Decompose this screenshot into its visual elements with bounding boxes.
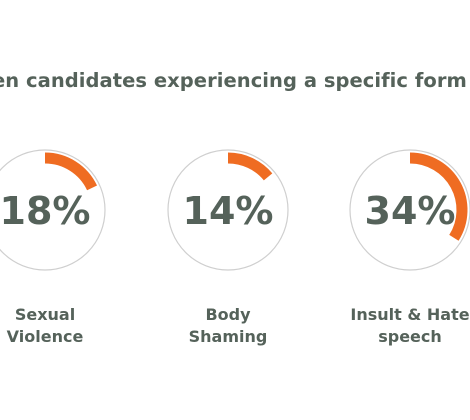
gauge-0-label-line-1: Sexual — [14, 305, 76, 324]
gauge-1-label: Body Shaming — [153, 304, 303, 348]
gauge-1-label-line-2: Shaming — [188, 327, 268, 346]
chart-title: en candidates experiencing a specific fo… — [0, 69, 470, 92]
gauge-0-label: Sexual Violence — [0, 304, 120, 348]
gauge-1: 14% — [167, 149, 289, 271]
gauge-1-ring — [167, 149, 289, 271]
gauge-0-arc — [44, 152, 98, 191]
gauge-2-label-line-2: speech — [378, 327, 442, 346]
gauge-2-label-line-1: Insult & Hate — [350, 305, 470, 324]
gauge-1-label-line-1: Body — [205, 305, 251, 324]
gauge-2-label: Insult & Hate speech — [335, 304, 470, 348]
gauge-0-label-line-2: Violence — [6, 327, 84, 346]
gauge-0-value: 18% — [0, 189, 90, 233]
gauge-0: 18% — [0, 149, 106, 271]
gauge-2-ring — [349, 149, 470, 271]
gauge-2-value: 34% — [365, 189, 456, 233]
gauge-2: 34% — [349, 149, 470, 271]
gauge-1-arc — [227, 152, 273, 181]
gauge-2-arc — [409, 152, 468, 241]
gauge-1-value: 14% — [183, 189, 274, 233]
gauge-0-ring — [0, 149, 106, 271]
